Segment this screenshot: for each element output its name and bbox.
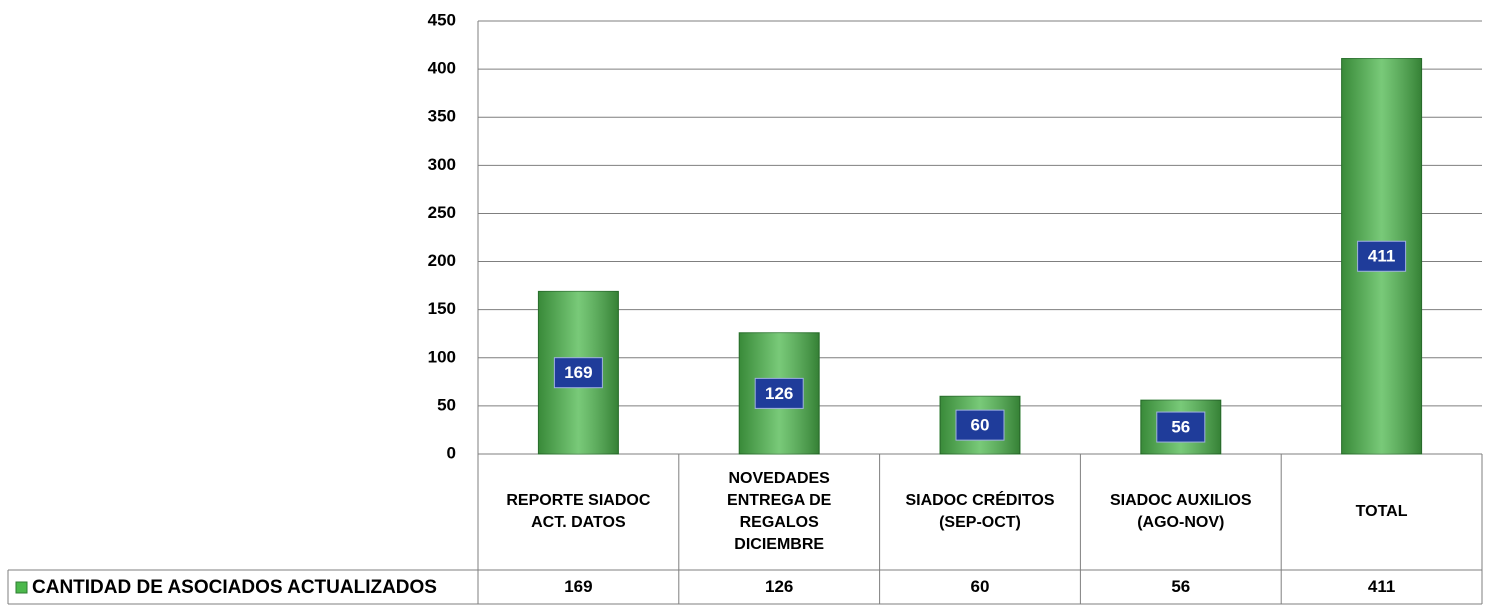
y-tick-label: 250 [428,203,456,222]
legend-marker [15,581,28,594]
legend-label: CANTIDAD DE ASOCIADOS ACTUALIZADOS [32,577,437,598]
table-value: 169 [478,570,679,604]
data-label-box [553,357,603,389]
data-label: 169 [564,363,592,382]
data-label-box [1156,411,1206,443]
category-label-text: TOTAL [1355,503,1408,520]
y-tick-label: 150 [428,299,456,318]
data-label-box [754,377,804,409]
y-tick-label: 200 [428,251,456,270]
y-tick-label: 450 [428,10,456,29]
table-value: 60 [880,570,1081,604]
data-label: 56 [1171,418,1190,437]
table-value-text: 169 [564,577,593,596]
category-label: TOTAL [1281,454,1482,570]
y-tick-label: 0 [447,443,456,462]
y-tick-label: 350 [428,107,456,126]
category-label: REPORTE SIADOC ACT. DATOS [478,454,679,570]
category-label-text: REPORTE SIADOC ACT. DATOS [506,492,651,531]
category-label-text: SIADOC CRÉDITOS (SEP-OCT) [905,492,1055,531]
data-label-box [1357,240,1407,272]
table-value: 126 [679,570,880,604]
category-label: SIADOC CRÉDITOS (SEP-OCT) [880,454,1081,570]
table-value-text: 56 [1171,577,1191,596]
table-value-text: 60 [970,577,990,596]
data-label: 411 [1368,247,1395,266]
data-label: 126 [765,384,793,403]
table-value: 411 [1281,570,1482,604]
table-value-text: 411 [1367,577,1396,596]
y-tick-label: 50 [437,395,456,414]
category-label-text: NOVEDADES ENTREGA DE REGALOS DICIEMBRE [727,470,832,553]
category-label-text: SIADOC AUXILIOS (AGO-NOV) [1109,492,1252,531]
data-label-box [955,409,1005,441]
category-label: NOVEDADES ENTREGA DE REGALOS DICIEMBRE [679,454,880,570]
table-value-text: 126 [765,577,794,596]
table-value: 56 [1080,570,1281,604]
data-label: 60 [971,416,990,435]
y-tick-label: 300 [428,155,456,174]
y-tick-label: 100 [428,347,456,366]
y-tick-label: 400 [428,59,456,78]
category-label: SIADOC AUXILIOS (AGO-NOV) [1080,454,1281,570]
